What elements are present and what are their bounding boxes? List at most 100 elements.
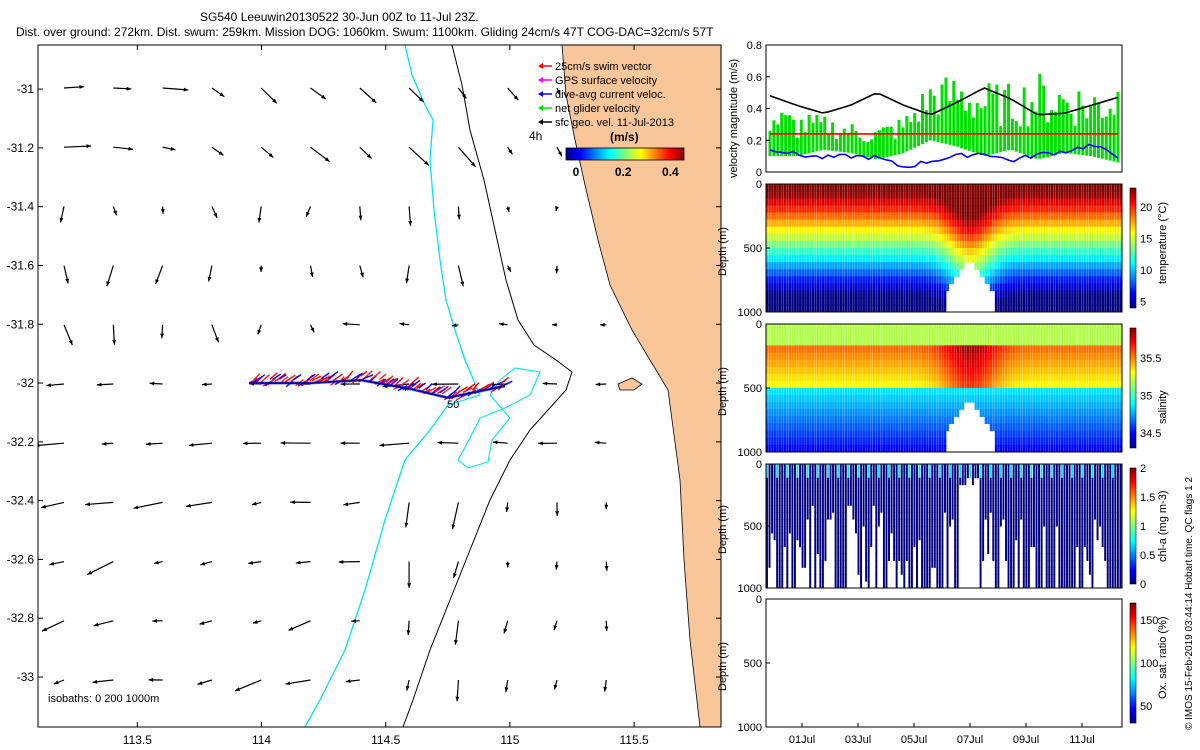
section-cell [834, 416, 837, 425]
section-cell [1005, 338, 1008, 346]
section-cell [921, 416, 924, 425]
section-cell [961, 212, 965, 221]
section-cell [778, 388, 782, 396]
section-cell [999, 212, 1003, 221]
section-cell [768, 373, 771, 382]
section-cell [860, 205, 863, 213]
section-cell [926, 352, 929, 361]
section-cell [862, 331, 865, 339]
section-cell [839, 416, 843, 425]
section-cell [819, 430, 822, 439]
section-cell [984, 240, 988, 249]
section-cell [918, 366, 921, 375]
section-cell [931, 380, 934, 389]
section-cell [1099, 233, 1102, 242]
section-cell [832, 226, 835, 235]
section-cell [773, 262, 776, 270]
section-cell [900, 233, 904, 242]
section-cell [910, 359, 914, 368]
section-cell [910, 276, 914, 285]
section-cell [1045, 373, 1049, 382]
section-cell [994, 359, 998, 368]
section-cell [855, 373, 858, 382]
section-cell [992, 276, 995, 285]
section-cell [860, 345, 863, 353]
section-cell [1012, 366, 1015, 375]
section-cell [1035, 304, 1038, 313]
section-cell [1043, 233, 1046, 242]
velocity-arrowhead [215, 337, 219, 343]
section-cell [849, 205, 853, 213]
section-cell [801, 269, 804, 277]
section-cell [1050, 283, 1054, 292]
section-cell [771, 437, 774, 446]
section-cell [1050, 198, 1054, 206]
section-cell [969, 380, 972, 389]
section-cell [987, 212, 990, 221]
section-cell [819, 331, 822, 339]
section-cell [827, 423, 830, 432]
section-cell [1002, 205, 1005, 213]
section-cell [916, 366, 919, 375]
section-cell [938, 198, 942, 206]
section-cell [898, 184, 901, 192]
section-cell [1002, 352, 1005, 361]
section-cell [783, 380, 787, 389]
section-cell [903, 255, 906, 263]
section-cell [1030, 297, 1033, 306]
section-cell [857, 262, 860, 270]
section-cell [908, 219, 911, 228]
section-cell [946, 212, 949, 221]
section-cell [974, 331, 977, 339]
section-cell [964, 212, 967, 221]
section-cell [1043, 409, 1046, 417]
section-cell [941, 255, 944, 263]
section-cell [1055, 212, 1059, 221]
section-cell [827, 402, 830, 410]
section-cell [982, 373, 985, 382]
section-cell [1017, 184, 1021, 192]
section-cell [837, 444, 840, 453]
track-vector [292, 374, 302, 381]
section-cell [933, 402, 937, 410]
section-cell [882, 212, 886, 221]
section-cell [839, 219, 843, 228]
section-cell [791, 423, 794, 432]
section-cell [1106, 290, 1110, 299]
section-cell [872, 388, 876, 396]
section-cell [1058, 198, 1061, 206]
section-cell [931, 373, 934, 382]
section-cell [882, 331, 886, 339]
section-cell [1094, 290, 1097, 299]
section-cell [1002, 373, 1005, 382]
velocity-arrowhead [112, 340, 117, 345]
section-cell [936, 304, 939, 313]
track-vector [346, 370, 354, 380]
section-cell [1030, 416, 1033, 425]
section-cell [926, 366, 929, 375]
section-cell [910, 205, 914, 213]
section-cell [1015, 324, 1018, 332]
section-cell [1060, 276, 1064, 285]
section-cell [847, 395, 850, 403]
section-cell [921, 395, 924, 403]
section-cell [865, 352, 868, 361]
section-cell [926, 345, 929, 353]
section-cell [804, 416, 807, 425]
section-cell [811, 283, 815, 292]
section-cell [1050, 233, 1054, 242]
section-cell [1055, 338, 1059, 346]
section-cell [847, 352, 850, 361]
section-cell [870, 297, 873, 306]
section-cell [839, 409, 843, 417]
section-cell [1038, 395, 1041, 403]
section-cell [791, 198, 794, 206]
section-cell [821, 297, 825, 306]
section-cell [916, 437, 919, 446]
section-cell [1012, 276, 1015, 285]
section-cell [842, 233, 845, 242]
section-cell [1017, 395, 1021, 403]
section-cell [905, 395, 909, 403]
velocity-arrowhead [513, 95, 519, 101]
section-cell [1020, 395, 1023, 403]
